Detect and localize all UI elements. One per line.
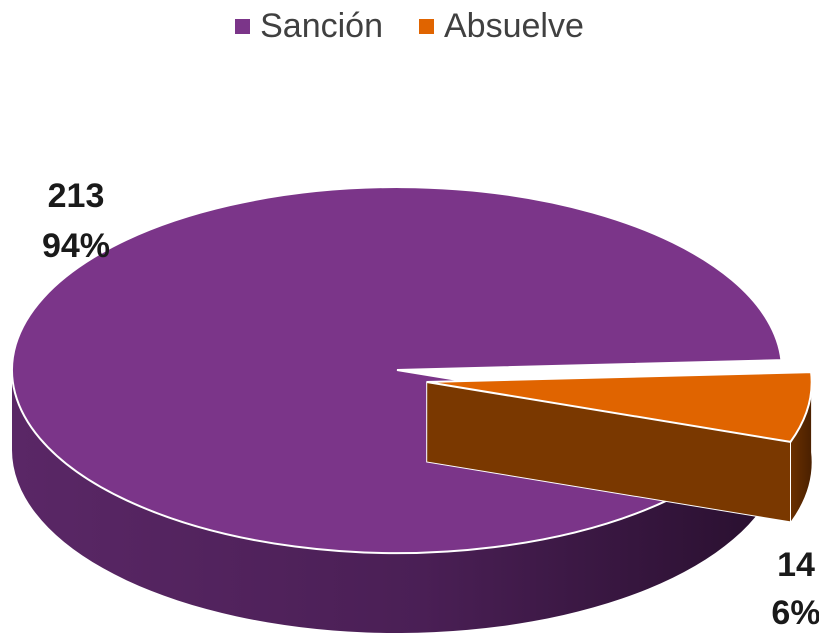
data-label-sancion-percent: 94% [42, 227, 110, 265]
legend-swatch-absuelve [419, 18, 434, 34]
pie-side-sancion [12, 370, 761, 633]
pie-slice-absuelve [426, 371, 813, 443]
data-label-sancion-value: 213 [48, 177, 105, 215]
legend-label-sancion: Sanción [260, 7, 383, 45]
data-label-absuelve-percent: 6% [771, 594, 819, 632]
data-label-absuelve-value: 14 [777, 546, 815, 584]
pie-slices [10, 186, 813, 633]
chart-legend: Sanción Absuelve [0, 6, 819, 46]
legend-label-absuelve: Absuelve [444, 7, 584, 45]
legend-item-absuelve: Absuelve [419, 6, 584, 46]
legend-swatch-sancion [235, 18, 251, 34]
legend-item-sancion: Sanción [235, 6, 383, 46]
pie-side-absuelve [790, 372, 812, 522]
